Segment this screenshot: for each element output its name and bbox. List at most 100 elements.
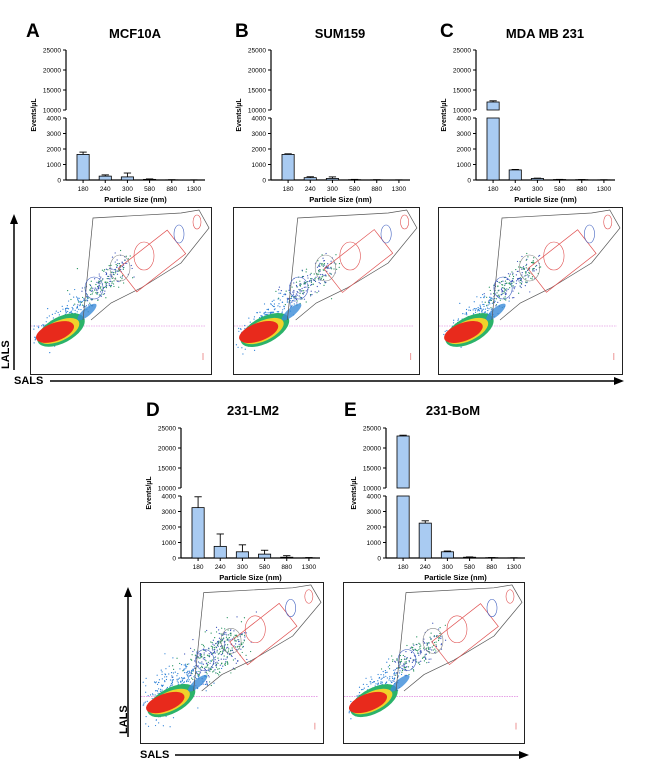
x-tick-label: 240: [510, 186, 521, 193]
bar-300: [120, 176, 134, 181]
y-tick-label: 20000: [43, 68, 61, 75]
y-tick-label: 3000: [252, 131, 267, 138]
y-tick-label: 2000: [252, 147, 267, 154]
x-axis-label: Particle Size (nm): [219, 573, 282, 582]
x-tick-label: 880: [486, 564, 497, 571]
y-tick-label: 1000: [457, 162, 472, 169]
y-tick-label: 25000: [43, 48, 61, 55]
y-tick-label: 1000: [252, 162, 267, 169]
x-tick-label: 1300: [187, 186, 202, 193]
x-tick-label: 580: [464, 564, 475, 571]
bar-upper-180: [396, 435, 410, 489]
y-axis-label: Events/µL: [236, 98, 243, 132]
y-tick-label: 0: [172, 556, 176, 563]
y-tick-label: 25000: [363, 426, 381, 433]
y-tick-label: 4000: [457, 116, 472, 123]
x-tick-label: 580: [259, 564, 270, 571]
bar-chart-c: 10000 15000 20000 25000 0 1000 2000 3000 4000 Eve…: [441, 48, 615, 204]
y-tick-label: 3000: [162, 509, 177, 516]
bar-580: [143, 178, 157, 181]
panel-letter-b: B: [235, 21, 249, 42]
y-tick-label: 15000: [363, 466, 381, 473]
bar-240: [98, 175, 112, 181]
panel-title-c: MDA MB 231: [505, 26, 585, 41]
x-tick-label: 240: [420, 564, 431, 571]
bar-240: [213, 545, 227, 559]
x-tick-label: 580: [349, 186, 360, 193]
bar-300: [530, 178, 544, 181]
y-axis-label: Events/µL: [31, 98, 38, 132]
y-tick-label: 10000: [248, 108, 266, 115]
bar-180: [486, 117, 500, 181]
bar-180: [396, 495, 410, 559]
x-tick-label: 180: [398, 564, 409, 571]
x-tick-label: 880: [281, 564, 292, 571]
y-tick-label: 0: [57, 178, 61, 185]
panel-letter-e: E: [344, 400, 357, 421]
x-tick-label: 180: [193, 564, 204, 571]
y-tick-label: 25000: [453, 48, 471, 55]
y-tick-label: 20000: [453, 68, 471, 75]
x-tick-label: 240: [305, 186, 316, 193]
y-tick-label: 10000: [43, 108, 61, 115]
y-axis-label: Events/µL: [441, 98, 448, 132]
bar-300: [440, 551, 454, 559]
bar-upper-180: [486, 101, 500, 111]
x-tick-label: 1300: [597, 186, 612, 193]
panel-letter-c: C: [440, 21, 454, 42]
panel-letter-d: D: [146, 400, 160, 421]
flow-x-label-top: SALS: [14, 375, 44, 387]
y-tick-label: 10000: [158, 486, 176, 493]
panel-title-e: 231-BoM: [425, 403, 481, 418]
flow-y-label-bottom: LALS: [118, 705, 130, 735]
y-tick-label: 10000: [453, 108, 471, 115]
y-tick-label: 4000: [47, 116, 62, 123]
x-tick-label: 300: [122, 186, 133, 193]
y-tick-label: 15000: [453, 88, 471, 95]
x-tick-label: 580: [554, 186, 565, 193]
flow-axes-top: [10, 214, 624, 385]
x-tick-label: 180: [78, 186, 89, 193]
flow-axes-bottom: [124, 587, 529, 759]
bar-240: [418, 522, 432, 559]
y-axis-label: Events/µL: [351, 476, 358, 510]
y-tick-label: 4000: [367, 494, 382, 501]
y-tick-label: 20000: [248, 68, 266, 75]
bar-180: [76, 154, 90, 181]
x-tick-label: 240: [215, 564, 226, 571]
y-tick-label: 10000: [363, 486, 381, 493]
y-axis-label: Events/µL: [146, 476, 153, 510]
x-axis-label: Particle Size (nm): [309, 195, 372, 204]
x-tick-label: 880: [576, 186, 587, 193]
y-tick-label: 25000: [248, 48, 266, 55]
panel-title-b: SUM159: [314, 26, 366, 41]
x-tick-label: 1300: [392, 186, 407, 193]
y-tick-label: 0: [377, 556, 381, 563]
y-tick-label: 0: [467, 178, 471, 185]
x-axis-label: Particle Size (nm): [104, 195, 167, 204]
bar-580: [258, 553, 272, 559]
flow-y-label-top: LALS: [0, 340, 12, 370]
y-tick-label: 15000: [43, 88, 61, 95]
x-tick-label: 300: [532, 186, 543, 193]
y-tick-label: 25000: [158, 426, 176, 433]
y-tick-label: 20000: [363, 446, 381, 453]
flow-plot-e: [343, 582, 525, 744]
x-tick-label: 580: [144, 186, 155, 193]
x-tick-label: 180: [488, 186, 499, 193]
bar-300: [235, 551, 249, 559]
bar-180: [281, 154, 295, 181]
y-tick-label: 15000: [248, 88, 266, 95]
y-tick-label: 2000: [162, 525, 177, 532]
y-tick-label: 3000: [457, 131, 472, 138]
y-tick-label: 4000: [252, 116, 267, 123]
bar-chart-a: 10000 15000 20000 25000 0 1000 2000 3000 4000 Eve…: [31, 48, 205, 204]
y-tick-label: 1000: [162, 540, 177, 547]
x-tick-label: 240: [100, 186, 111, 193]
panel-title-a: MCF10A: [108, 26, 161, 41]
flow-x-label-bottom: SALS: [140, 749, 170, 761]
bar-chart-d: 10000 15000 20000 25000 0 1000 2000 3000 4000 Eve…: [146, 426, 320, 582]
x-axis-label: Particle Size (nm): [514, 195, 577, 204]
x-tick-label: 180: [283, 186, 294, 193]
bar-180: [191, 507, 205, 559]
